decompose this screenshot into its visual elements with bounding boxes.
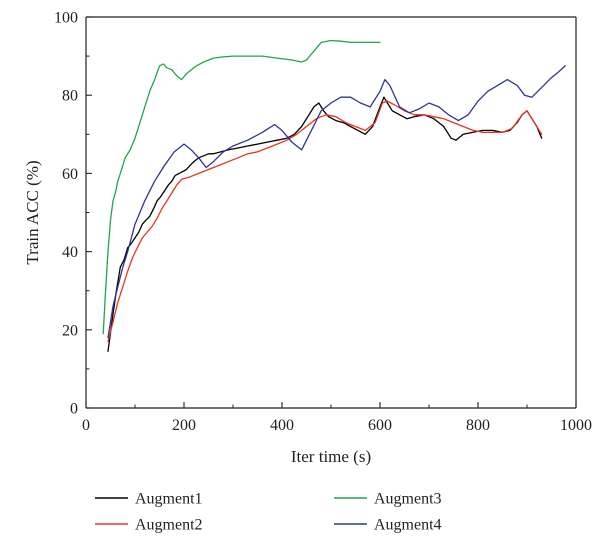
- legend-label-augment3: Augment3: [374, 491, 442, 508]
- legend-label-augment4: Augment4: [374, 517, 442, 534]
- series-line-augment1: [107, 96, 543, 352]
- legend-label-augment1: Augment1: [135, 491, 203, 508]
- x-tick-label: 800: [466, 417, 490, 434]
- x-ticks-group: 0 200 400 600 800 1000: [82, 402, 592, 434]
- y-tick-label: 80: [62, 88, 78, 105]
- y-tick-label: 60: [62, 166, 78, 183]
- y-axis-title: Train ACC (%): [23, 160, 42, 264]
- series-line-augment3: [102, 39, 381, 335]
- legend-label-augment2: Augment2: [135, 517, 203, 534]
- x-tick-label: 600: [368, 417, 392, 434]
- y-tick-label: 40: [62, 244, 78, 261]
- x-tick-label: 1000: [560, 417, 592, 434]
- x-tick-label: 400: [270, 417, 294, 434]
- series-line-augment4: [107, 65, 566, 339]
- x-axis-title: Iter time (s): [291, 447, 371, 466]
- legend: Augment1 Augment2 Augment3 Augment4: [95, 491, 442, 534]
- series-line-augment2: [107, 100, 543, 343]
- x-tick-label: 200: [172, 417, 196, 434]
- y-tick-label: 100: [54, 10, 78, 27]
- y-tick-label: 20: [62, 322, 78, 339]
- y-ticks-group: 0 20 40 60 80 100: [54, 10, 92, 418]
- y-tick-label: 0: [70, 401, 78, 418]
- series-group: [102, 39, 566, 352]
- x-tick-label: 0: [82, 417, 90, 434]
